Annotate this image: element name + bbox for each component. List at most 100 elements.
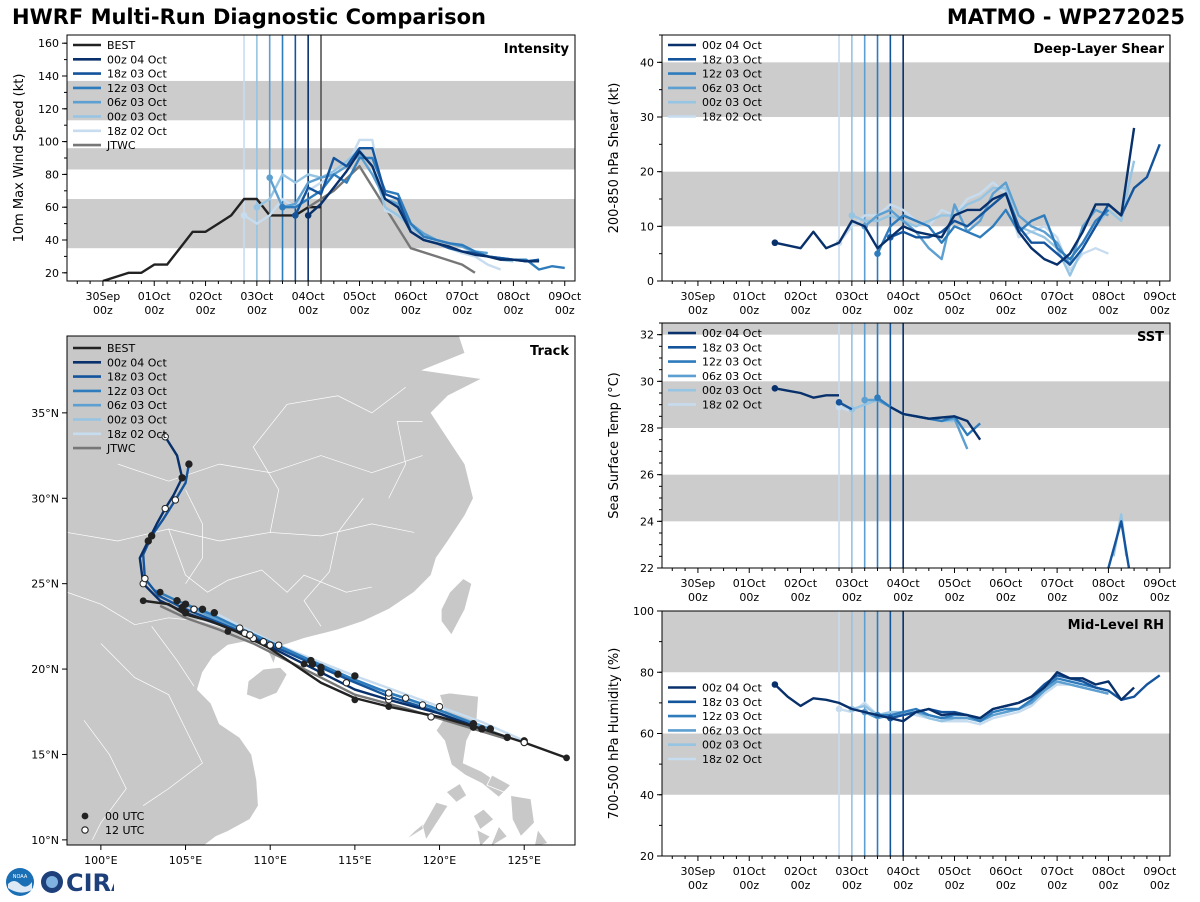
x-tick-label-day: 30Sep — [681, 290, 716, 303]
x-tick-label-hour: 00z — [1099, 304, 1119, 317]
legend-label: 18z 03 Oct — [702, 53, 762, 66]
legend-label: 12z 03 Oct — [702, 68, 762, 81]
x-tick-label-day: 01Oct — [733, 865, 767, 878]
y-tick-label: 0 — [647, 275, 654, 288]
series-start-marker — [266, 174, 273, 181]
x-tick-label-day: 07Oct — [1041, 577, 1075, 590]
x-tick-label-hour: 00z — [688, 304, 708, 317]
admin-boundary — [67, 591, 237, 632]
forecast-track — [138, 436, 483, 730]
x-tick-label-day: 07Oct — [1041, 290, 1075, 303]
y-tick-label: 15°N — [31, 748, 59, 761]
y-tick-label: 40 — [640, 789, 654, 802]
series-line-segment — [889, 405, 982, 441]
track-position-marker — [351, 672, 359, 680]
x-tick-label-hour: 00z — [555, 304, 575, 317]
admin-boundary — [168, 528, 372, 593]
x-tick-label-day: 09Oct — [548, 290, 582, 303]
best-track-line — [102, 197, 321, 281]
y-tick-label: 40 — [640, 56, 654, 69]
best-00utc-marker — [478, 725, 486, 733]
legend-label: 00z 04 Oct — [702, 39, 762, 52]
panel-intensity: 30Sep00z01Oct00z02Oct00z03Oct00z04Oct00z… — [12, 34, 582, 317]
track-position-marker — [401, 694, 410, 702]
panel-title: SST — [1137, 330, 1164, 345]
x-tick-label: 120°E — [423, 854, 456, 867]
admin-boundary — [100, 643, 203, 807]
legend-label: 12z 03 Oct — [702, 710, 762, 723]
y-tick-label: 22 — [640, 562, 654, 575]
y-tick-label: 10°N — [31, 834, 59, 847]
x-tick-label-day: 06Oct — [989, 290, 1023, 303]
jtwc-line — [307, 164, 476, 274]
series-start-marker — [861, 396, 868, 404]
x-tick-label-hour: 00z — [93, 304, 113, 317]
shaded-band — [662, 474, 1170, 522]
x-tick-label-hour: 00z — [791, 879, 811, 892]
admin-boundary — [252, 386, 406, 533]
x-tick-label-day: 03Oct — [240, 290, 274, 303]
x-tick-label-hour: 00z — [452, 304, 472, 317]
map-area — [67, 336, 575, 845]
x-tick-label-hour: 00z — [791, 304, 811, 317]
x-tick-label-hour: 00z — [996, 591, 1016, 604]
x-tick-label-day: 30Sep — [681, 865, 716, 878]
legend-label: 00z 04 Oct — [107, 53, 167, 66]
track-position-marker — [144, 537, 152, 545]
y-tick-label: 32 — [640, 329, 654, 342]
series-start-marker — [874, 250, 881, 257]
panel-shear: 30Sep00z01Oct00z02Oct00z03Oct00z04Oct00z… — [607, 34, 1177, 317]
y-tick-label: 100 — [38, 136, 59, 149]
x-tick-label-day: 04Oct — [887, 290, 921, 303]
series-line — [307, 150, 540, 263]
y-tick-label: 80 — [640, 666, 654, 679]
track-position-marker — [181, 609, 190, 617]
panel-title: Track — [530, 344, 569, 359]
best-12utc-marker — [266, 641, 274, 649]
panel-track: 100°E 105°E 110°E 115°E 120°E 125°E 10°N 15°N 20… — [31, 335, 576, 867]
x-tick-label-day: 06Oct — [989, 865, 1023, 878]
x-tick-label-hour: 00z — [1047, 879, 1067, 892]
land-polygon — [246, 666, 288, 701]
x-tick-label-hour: 00z — [945, 591, 965, 604]
track-position-marker — [435, 702, 444, 711]
track-position-marker — [185, 460, 193, 468]
legend-label: 18z 02 Oct — [702, 399, 762, 412]
land-polygon — [510, 794, 535, 838]
series-start-marker — [835, 399, 843, 406]
x-tick-label-hour: 00z — [350, 304, 370, 317]
legend-label: 12z 03 Oct — [702, 356, 762, 369]
y-axis-label: 700-500 hPa Humidity (%) — [607, 648, 622, 820]
cira-wordmark: CIRA — [66, 869, 114, 897]
x-tick-label-day: 08Oct — [1092, 577, 1126, 590]
track-position-marker — [418, 701, 427, 709]
y-tick-label: 20 — [45, 267, 59, 280]
legend-label: 12 UTC — [105, 824, 145, 837]
x-tick-label-hour: 00z — [1150, 591, 1170, 604]
y-tick-label: 20°N — [31, 663, 59, 676]
best-12utc-marker — [190, 605, 198, 614]
x-tick-label-hour: 00z — [945, 304, 965, 317]
land-polygon — [445, 782, 468, 803]
plot-area — [662, 35, 1170, 281]
track-position-marker — [317, 663, 325, 672]
x-tick-label-hour: 00z — [739, 879, 759, 892]
x-tick-label-hour: 00z — [688, 591, 708, 604]
series-line — [774, 671, 1135, 723]
x-tick-label-hour: 00z — [996, 304, 1016, 317]
x-tick-label: 100°E — [84, 854, 117, 867]
x-tick-label-day: 03Oct — [835, 290, 869, 303]
x-tick-label-day: 03Oct — [835, 865, 869, 878]
x-tick-label-hour: 00z — [504, 304, 524, 317]
x-tick-label-day: 05Oct — [343, 290, 377, 303]
track-position-marker — [181, 600, 190, 608]
x-tick-label-hour: 00z — [1047, 591, 1067, 604]
noaa-label: NOAA — [13, 874, 28, 880]
legend-12utc-marker — [81, 826, 89, 834]
land-polygon — [486, 774, 512, 793]
series-start-marker — [240, 212, 248, 219]
best-00utc-marker — [563, 754, 570, 762]
track-position-marker — [246, 631, 254, 639]
